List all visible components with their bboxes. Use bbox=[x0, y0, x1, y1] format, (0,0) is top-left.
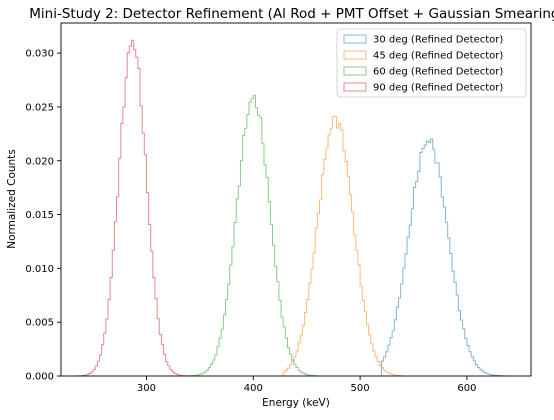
legend-swatch-4 bbox=[343, 82, 367, 92]
histogram-series-1 bbox=[380, 138, 511, 377]
y-tick-label: 0.030 bbox=[25, 49, 54, 60]
legend-label-2: 45 deg (Refined Detector) bbox=[373, 51, 503, 62]
x-tick-label: 300 bbox=[137, 383, 156, 394]
y-tick-label: 0.010 bbox=[25, 264, 54, 275]
y-tick-label: 0.020 bbox=[25, 156, 54, 167]
legend-swatch-3 bbox=[343, 66, 367, 76]
histogram-series-group bbox=[73, 39, 511, 377]
legend-box bbox=[336, 28, 527, 98]
plot-area-frame bbox=[60, 22, 532, 377]
x-tick-label: 400 bbox=[244, 383, 263, 394]
histogram-series-2 bbox=[282, 115, 404, 377]
x-tick-label: 500 bbox=[351, 383, 370, 394]
y-axis-ticks: 0.000 0.005 0.010 0.015 0.020 0.025 0.030 bbox=[25, 49, 61, 383]
histogram-series-3 bbox=[188, 94, 318, 377]
histogram-series-4 bbox=[73, 39, 196, 377]
y-tick-label: 0.000 bbox=[25, 372, 54, 383]
y-tick-label: 0.005 bbox=[25, 318, 54, 329]
legend-swatch-1 bbox=[343, 34, 367, 44]
legend-swatch-2 bbox=[343, 50, 367, 60]
y-tick-label: 0.025 bbox=[25, 102, 54, 113]
legend-label-1: 30 deg (Refined Detector) bbox=[373, 35, 503, 46]
x-axis-label: Energy (keV) bbox=[262, 397, 330, 409]
chart-title: Mini-Study 2: Detector Refinement (Al Ro… bbox=[29, 6, 554, 22]
y-axis-label: Normalized Counts bbox=[6, 149, 18, 249]
x-tick-label: 600 bbox=[457, 383, 476, 394]
y-tick-label: 0.015 bbox=[25, 210, 54, 221]
legend-label-4: 90 deg (Refined Detector) bbox=[373, 83, 503, 94]
legend: 30 deg (Refined Detector) 45 deg (Refined… bbox=[336, 28, 527, 98]
legend-label-3: 60 deg (Refined Detector) bbox=[373, 67, 503, 78]
x-axis-ticks: 300 400 500 600 bbox=[137, 376, 476, 394]
